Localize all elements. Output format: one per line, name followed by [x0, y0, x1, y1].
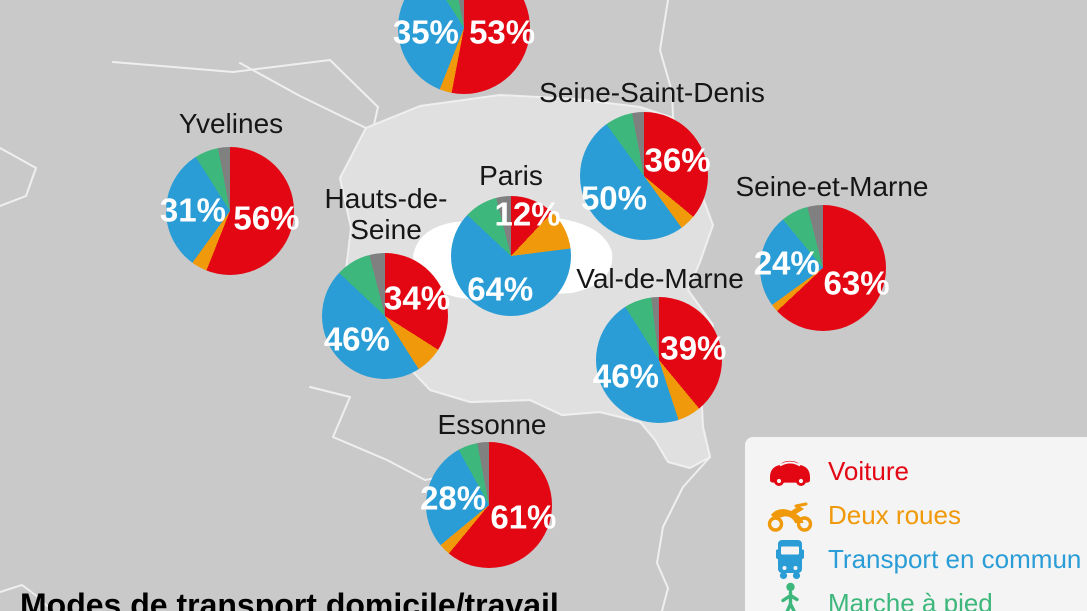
legend-label-marche: Marche à pied [828, 588, 993, 611]
pie-hauts-de-seine [322, 253, 448, 379]
pct-voiture-val-de-marne: 39% [660, 329, 727, 367]
border-fragment-southwest [0, 584, 53, 611]
label-yvelines: Yvelines [178, 107, 284, 139]
motorcycle-icon [765, 495, 815, 535]
pie-essonne [426, 442, 552, 568]
chart-title: Modes de transport domicile/travail [20, 587, 559, 611]
border-seine-et-marne-north [659, 0, 674, 119]
pct-transport-val-doise: 35% [392, 13, 459, 51]
pie-yvelines [166, 147, 294, 275]
legend-label-deux-roues: Deux roues [828, 500, 961, 530]
pct-voiture-paris: 12% [494, 195, 561, 233]
legend-label-voiture: Voiture [828, 456, 909, 486]
bus-icon [765, 539, 815, 580]
pct-transport-paris: 64% [467, 270, 534, 308]
pct-transport-val-de-marne: 46% [592, 357, 659, 395]
pct-voiture-seine-et-marne: 63% [823, 264, 890, 301]
pct-transport-essonne: 28% [420, 479, 487, 517]
pct-voiture-essonne: 61% [490, 498, 557, 536]
legend-rows: Voiture Deux roues Transport en commun M… [765, 449, 1087, 611]
label-seine-saint-denis: Seine-Saint-Denis [539, 76, 765, 108]
pct-voiture-seine-saint-denis: 36% [644, 141, 711, 179]
pct-voiture-val-doise: 53% [469, 13, 536, 51]
pct-transport-seine-et-marne: 24% [753, 244, 820, 282]
pct-transport-seine-saint-denis: 50% [580, 179, 647, 217]
legend-item-transport: Transport en commun [765, 537, 1087, 581]
pct-transport-hauts-de-seine: 46% [323, 320, 390, 358]
border-yvelines-west [0, 147, 37, 207]
label-paris: Paris [479, 159, 543, 191]
pie-seine-saint-denis [580, 112, 708, 240]
border-valdoise-south [239, 62, 367, 129]
legend-item-marche: Marche à pied [765, 581, 1087, 611]
car-icon [765, 451, 815, 491]
legend-item-voiture: Voiture [765, 449, 1087, 493]
pie-seine-et-marne [760, 205, 886, 331]
legend-label-transport: Transport en commun [828, 544, 1082, 574]
pie-val-de-marne [596, 297, 722, 423]
pedestrian-icon [765, 582, 815, 611]
label-essonne: Essonne [437, 408, 547, 440]
label-hauts-de-seine: Hauts-de- Seine [324, 183, 448, 245]
pie-paris [451, 196, 571, 316]
label-seine-et-marne: Seine-et-Marne [735, 170, 929, 202]
pct-voiture-yvelines: 56% [233, 199, 300, 237]
pct-voiture-hauts-de-seine: 34% [383, 279, 451, 317]
legend-item-deux-roues: Deux roues [765, 493, 1087, 537]
pct-transport-yvelines: 31% [159, 191, 226, 229]
legend-box: Voiture Deux roues Transport en commun M… [745, 437, 1087, 611]
label-val-de-marne: Val-de-Marne [576, 262, 744, 294]
